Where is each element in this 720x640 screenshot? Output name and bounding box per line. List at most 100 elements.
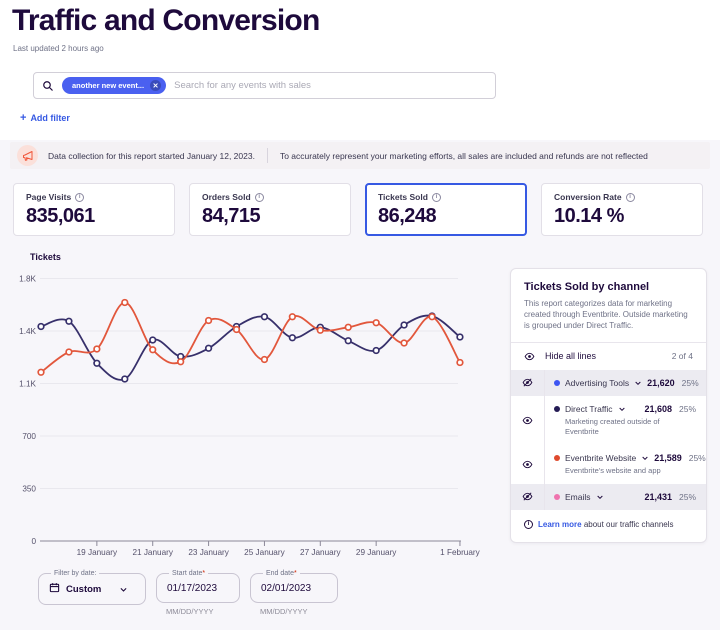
- panel-description: This report categorizes data for marketi…: [524, 299, 688, 331]
- plus-icon: +: [20, 112, 27, 124]
- svg-text:700: 700: [22, 432, 36, 441]
- series-color-dot: [554, 454, 560, 461]
- hide-all-lines-label: Hide all lines: [545, 351, 597, 362]
- search-icon: [42, 80, 54, 92]
- banner-text-disclaimer: To accurately represent your marketing e…: [279, 150, 648, 161]
- stat-value: 10.14 %: [554, 205, 624, 227]
- series-color-dot: [554, 493, 560, 500]
- eye-toggle[interactable]: [511, 395, 545, 445]
- banner-divider: [266, 148, 268, 163]
- filter-by-date-select[interactable]: Filter by date: Custom: [38, 570, 146, 605]
- svg-text:1 February: 1 February: [440, 548, 480, 557]
- tickets-by-channel-panel: Tickets Sold by channel This report cate…: [510, 268, 707, 544]
- chart-axis-title: Tickets: [30, 252, 61, 262]
- info-icon[interactable]: i: [625, 192, 635, 202]
- info-icon[interactable]: i: [254, 192, 264, 202]
- event-search-input[interactable]: another new event... ✕ Search for any ev…: [33, 72, 496, 99]
- learn-more-link[interactable]: Learn more: [538, 519, 582, 529]
- svg-text:25 January: 25 January: [244, 548, 285, 557]
- svg-text:1.4K: 1.4K: [19, 327, 36, 336]
- series-color-dot: [554, 379, 560, 386]
- event-filter-chip[interactable]: another new event... ✕: [62, 77, 167, 94]
- page-title: Traffic and Conversion: [12, 4, 320, 37]
- chevron-down-icon[interactable]: [634, 379, 642, 387]
- stat-label: Conversion Rate: [554, 192, 622, 202]
- stat-value: 835,061: [26, 205, 95, 227]
- panel-footer-rest: about our traffic channels: [583, 519, 674, 529]
- date-format-hint: MM/DD/YYYY: [166, 607, 214, 616]
- banner-text-start-date: Data collection for this report started …: [48, 150, 255, 161]
- svg-text:19 January: 19 January: [77, 548, 118, 557]
- stat-card-page-visits[interactable]: Page Visits i 835,061: [13, 183, 175, 236]
- shown-count: 2 of 4: [671, 351, 693, 362]
- channel-row-emails[interactable]: Emails 21,431 25%: [511, 483, 706, 510]
- info-icon[interactable]: i: [431, 192, 441, 202]
- eye-toggle[interactable]: [511, 444, 545, 484]
- megaphone-icon: [17, 145, 38, 166]
- chevron-down-icon[interactable]: [641, 454, 649, 462]
- channel-name: Emails: [565, 491, 591, 502]
- stat-card-conversion-rate[interactable]: Conversion Rate i 10.14 %: [541, 183, 703, 236]
- calendar-icon: [49, 580, 60, 598]
- eye-toggle[interactable]: [511, 369, 545, 396]
- chevron-down-icon[interactable]: [618, 405, 626, 413]
- eye-slash-icon: [522, 492, 533, 501]
- eye-toggle[interactable]: [511, 483, 545, 510]
- page-bottom: [0, 630, 720, 640]
- channel-value: 21,620: [647, 377, 675, 388]
- chevron-down-icon[interactable]: [596, 493, 604, 501]
- filter-by-date-label: Filter by date:: [54, 570, 97, 577]
- chip-close-icon[interactable]: ✕: [150, 80, 162, 91]
- date-filter-bar: Filter by date: Custom Start date* 01/17…: [38, 570, 338, 616]
- date-format-hint: MM/DD/YYYY: [260, 607, 308, 616]
- channel-row-eventbrite-website[interactable]: Eventbrite Website 21,589 25% Eventbrite…: [511, 444, 706, 484]
- info-icon: i: [524, 520, 533, 530]
- series-color-dot: [554, 405, 560, 412]
- channel-row-direct-traffic[interactable]: Direct Traffic 21,608 25% Marketing crea…: [511, 395, 706, 445]
- channel-percent: 25%: [678, 491, 696, 502]
- hide-all-lines-toggle[interactable]: Hide all lines 2 of 4: [511, 343, 706, 370]
- channel-row-advertising-tools[interactable]: Advertising Tools 21,620 25%: [511, 369, 706, 396]
- channel-subtitle: Eventbrite's website and app: [565, 465, 661, 475]
- svg-text:1.8K: 1.8K: [19, 275, 36, 284]
- channel-percent: 25%: [678, 403, 696, 414]
- start-date-label: Start date: [172, 570, 203, 577]
- data-collection-banner: Data collection for this report started …: [10, 142, 710, 169]
- channel-percent: 25%: [681, 377, 699, 388]
- channel-value: 21,589: [654, 452, 682, 463]
- chevron-down-icon: [119, 585, 128, 594]
- panel-footer-text: Learn more about our traffic channels: [538, 520, 674, 529]
- end-date-input[interactable]: End date* 02/01/2023: [250, 570, 338, 603]
- svg-text:23 January: 23 January: [188, 548, 229, 557]
- stat-card-tickets-sold[interactable]: Tickets Sold i 86,248: [365, 183, 527, 236]
- stat-cards-row: Page Visits i 835,061 Orders Sold i 84,715…: [13, 183, 703, 236]
- channel-name: Direct Traffic: [565, 403, 613, 414]
- end-date-label: End date: [266, 570, 295, 577]
- search-placeholder: Search for any events with sales: [174, 80, 311, 91]
- required-asterisk: *: [202, 570, 206, 577]
- stat-label: Page Visits: [26, 192, 72, 202]
- panel-title: Tickets Sold by channel: [524, 281, 650, 293]
- channel-percent: 25%: [688, 452, 706, 463]
- eye-icon: [524, 352, 535, 360]
- channel-subtitle: Marketing created outside of Eventbrite: [565, 416, 660, 436]
- info-icon[interactable]: i: [75, 192, 85, 202]
- start-date-value: 01/17/2023: [167, 582, 218, 594]
- tickets-line-chart[interactable]: 0 350 700 1.1K 1.4K 1.8K 19 January 21 January 2…: [0, 246, 500, 566]
- channel-name: Eventbrite Website: [565, 452, 637, 463]
- eye-icon: [522, 416, 533, 424]
- last-updated-text: Last updated 2 hours ago: [13, 44, 104, 53]
- svg-text:27 January: 27 January: [300, 548, 341, 557]
- end-date-value: 02/01/2023: [261, 582, 312, 594]
- stat-card-orders-sold[interactable]: Orders Sold i 84,715: [189, 183, 351, 236]
- eye-icon: [522, 460, 533, 469]
- svg-text:1.1K: 1.1K: [19, 380, 36, 389]
- add-filter-button[interactable]: + Add filter: [20, 112, 70, 124]
- start-date-input[interactable]: Start date* 01/17/2023: [156, 570, 240, 603]
- svg-text:350: 350: [22, 485, 36, 494]
- svg-text:21 January: 21 January: [132, 548, 173, 557]
- required-asterisk: *: [294, 570, 297, 577]
- svg-text:29 January: 29 January: [356, 548, 397, 557]
- filter-by-date-value: Custom: [66, 583, 102, 595]
- channel-value: 21,431: [644, 491, 672, 502]
